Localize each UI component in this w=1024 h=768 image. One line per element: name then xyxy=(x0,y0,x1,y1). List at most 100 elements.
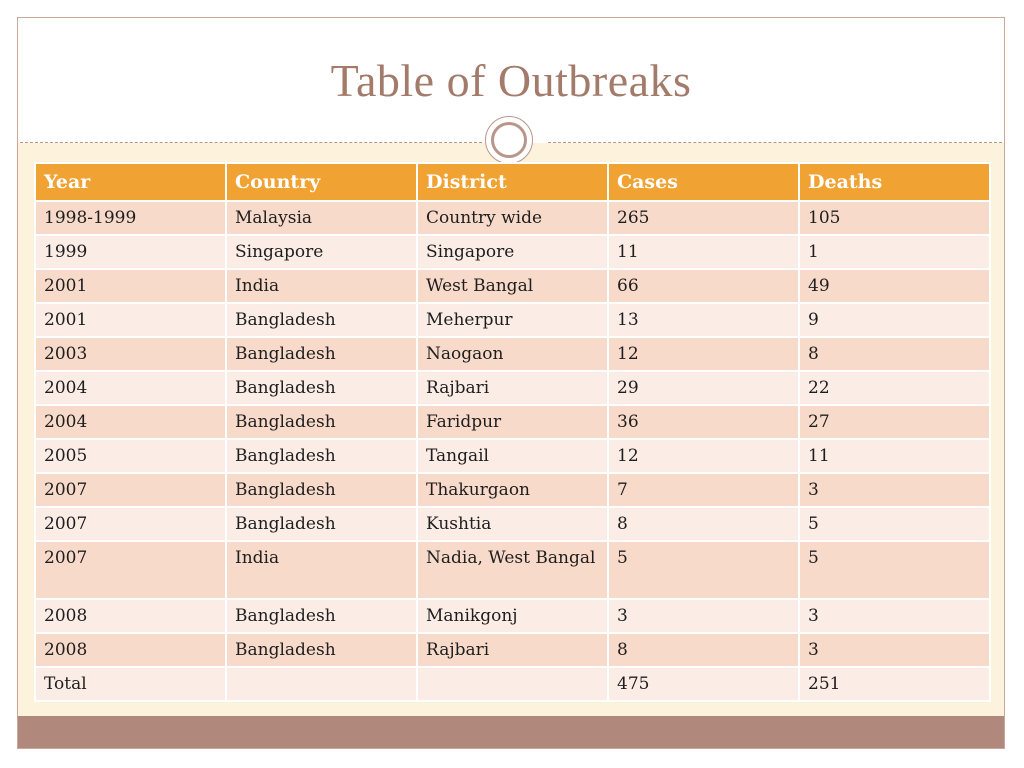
cell-district: Rajbari xyxy=(416,632,609,668)
cell-country: Bangladesh xyxy=(225,472,418,508)
table-row: 2007 Bangladesh Kushtia 8 5 xyxy=(34,506,991,542)
cell-cases: 13 xyxy=(607,302,800,338)
table-row: Total 475 251 xyxy=(34,666,991,702)
cell-country: Bangladesh xyxy=(225,404,418,440)
circle-ornament-icon xyxy=(485,116,533,164)
cell-deaths: 9 xyxy=(798,302,991,338)
cell-cases: 8 xyxy=(607,506,800,542)
cell-district: Tangail xyxy=(416,438,609,474)
cell-deaths: 11 xyxy=(798,438,991,474)
cell-deaths: 3 xyxy=(798,632,991,668)
cell-district: Singapore xyxy=(416,234,609,270)
table-row: 1999 Singapore Singapore 11 1 xyxy=(34,234,991,270)
cell-year: 2001 xyxy=(34,268,227,304)
cell-deaths: 3 xyxy=(798,598,991,634)
header-country: Country xyxy=(225,162,418,202)
table-row: 2007 India Nadia, West Bangal 5 5 xyxy=(34,540,991,600)
cell-deaths: 49 xyxy=(798,268,991,304)
cell-deaths: 105 xyxy=(798,200,991,236)
cell-cases: 8 xyxy=(607,632,800,668)
cell-district xyxy=(416,666,609,702)
cell-year: 1999 xyxy=(34,234,227,270)
cell-cases: 475 xyxy=(607,666,800,702)
cell-country: Bangladesh xyxy=(225,370,418,406)
cell-year: 2004 xyxy=(34,370,227,406)
cell-deaths: 1 xyxy=(798,234,991,270)
cell-district: Nadia, West Bangal xyxy=(416,540,609,600)
cell-country: Bangladesh xyxy=(225,438,418,474)
cell-district: Rajbari xyxy=(416,370,609,406)
table-row: 2001 Bangladesh Meherpur 13 9 xyxy=(34,302,991,338)
outbreaks-table: Year Country District Cases Deaths 1998-… xyxy=(34,162,991,702)
table-row: 2007 Bangladesh Thakurgaon 7 3 xyxy=(34,472,991,508)
table-row: 2003 Bangladesh Naogaon 12 8 xyxy=(34,336,991,372)
slide-title: Table of Outbreaks xyxy=(330,55,692,106)
cell-deaths: 5 xyxy=(798,506,991,542)
cell-country: Bangladesh xyxy=(225,632,418,668)
cell-cases: 29 xyxy=(607,370,800,406)
cell-cases: 36 xyxy=(607,404,800,440)
cell-cases: 66 xyxy=(607,268,800,304)
cell-country: Bangladesh xyxy=(225,302,418,338)
circle-ornament-inner xyxy=(491,122,527,158)
cell-cases: 3 xyxy=(607,598,800,634)
table-row: 2005 Bangladesh Tangail 12 11 xyxy=(34,438,991,474)
cell-year: 2004 xyxy=(34,404,227,440)
cell-deaths: 5 xyxy=(798,540,991,600)
cell-year: 2007 xyxy=(34,540,227,600)
table-row: 1998-1999 Malaysia Country wide 265 105 xyxy=(34,200,991,236)
cell-country: Bangladesh xyxy=(225,336,418,372)
cell-year: 2005 xyxy=(34,438,227,474)
cell-year: 2007 xyxy=(34,506,227,542)
table-row: 2008 Bangladesh Rajbari 8 3 xyxy=(34,632,991,668)
cell-year: 2001 xyxy=(34,302,227,338)
cell-year: 2008 xyxy=(34,632,227,668)
cell-year: Total xyxy=(34,666,227,702)
cell-district: Naogaon xyxy=(416,336,609,372)
table-body: 1998-1999 Malaysia Country wide 265 105 1999 S… xyxy=(34,200,991,702)
cell-district: Manikgonj xyxy=(416,598,609,634)
cell-country xyxy=(225,666,418,702)
cell-cases: 12 xyxy=(607,438,800,474)
footer-bar xyxy=(18,716,1004,748)
cell-deaths: 27 xyxy=(798,404,991,440)
cell-deaths: 8 xyxy=(798,336,991,372)
header-deaths: Deaths xyxy=(798,162,991,202)
cell-year: 2007 xyxy=(34,472,227,508)
header-year: Year xyxy=(34,162,227,202)
table-row: 2001 India West Bangal 66 49 xyxy=(34,268,991,304)
cell-deaths: 3 xyxy=(798,472,991,508)
table-row: 2008 Bangladesh Manikgonj 3 3 xyxy=(34,598,991,634)
divider-left xyxy=(20,142,482,143)
cell-country: India xyxy=(225,540,418,600)
cell-district: Meherpur xyxy=(416,302,609,338)
cell-country: Malaysia xyxy=(225,200,418,236)
cell-district: West Bangal xyxy=(416,268,609,304)
cell-country: Bangladesh xyxy=(225,506,418,542)
cell-cases: 12 xyxy=(607,336,800,372)
cell-year: 2008 xyxy=(34,598,227,634)
outbreaks-table-container: Year Country District Cases Deaths 1998-… xyxy=(34,162,991,702)
cell-district: Kushtia xyxy=(416,506,609,542)
cell-cases: 11 xyxy=(607,234,800,270)
header-cases: Cases xyxy=(607,162,800,202)
table-header-row: Year Country District Cases Deaths xyxy=(34,162,991,202)
cell-country: India xyxy=(225,268,418,304)
cell-district: Faridpur xyxy=(416,404,609,440)
table-row: 2004 Bangladesh Rajbari 29 22 xyxy=(34,370,991,406)
cell-year: 1998-1999 xyxy=(34,200,227,236)
cell-district: Country wide xyxy=(416,200,609,236)
cell-country: Singapore xyxy=(225,234,418,270)
cell-district: Thakurgaon xyxy=(416,472,609,508)
cell-year: 2003 xyxy=(34,336,227,372)
cell-country: Bangladesh xyxy=(225,598,418,634)
table-row: 2004 Bangladesh Faridpur 36 27 xyxy=(34,404,991,440)
divider-right xyxy=(548,142,1002,143)
header-district: District xyxy=(416,162,609,202)
slide: Table of Outbreaks Year Country District… xyxy=(17,17,1005,749)
cell-cases: 7 xyxy=(607,472,800,508)
cell-deaths: 251 xyxy=(798,666,991,702)
cell-cases: 5 xyxy=(607,540,800,600)
cell-deaths: 22 xyxy=(798,370,991,406)
cell-cases: 265 xyxy=(607,200,800,236)
